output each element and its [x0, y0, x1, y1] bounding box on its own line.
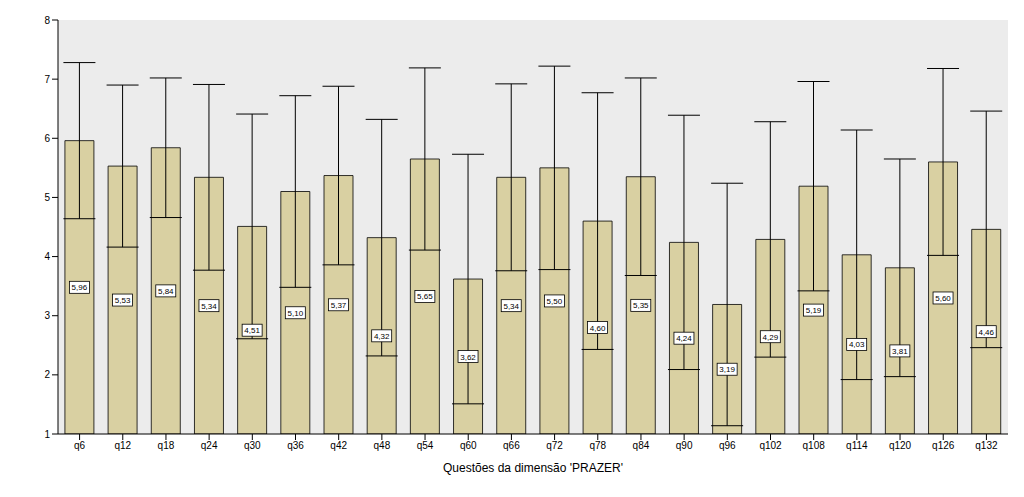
- svg-text:q42: q42: [330, 440, 347, 451]
- svg-text:5,37: 5,37: [331, 301, 347, 310]
- svg-text:4,32: 4,32: [374, 332, 390, 341]
- svg-text:5,19: 5,19: [806, 306, 822, 315]
- svg-text:4,60: 4,60: [590, 324, 606, 333]
- svg-text:5,96: 5,96: [72, 283, 88, 292]
- svg-text:q54: q54: [417, 440, 434, 451]
- svg-text:5,50: 5,50: [547, 297, 563, 306]
- svg-text:5,34: 5,34: [201, 302, 217, 311]
- svg-text:q132: q132: [975, 440, 998, 451]
- svg-text:q60: q60: [460, 440, 477, 451]
- svg-text:4,51: 4,51: [244, 326, 260, 335]
- svg-text:q66: q66: [503, 440, 520, 451]
- svg-text:3,62: 3,62: [460, 353, 476, 362]
- svg-text:q114: q114: [846, 440, 868, 451]
- svg-text:q36: q36: [287, 440, 304, 451]
- svg-text:q6: q6: [74, 440, 86, 451]
- svg-text:q18: q18: [158, 440, 175, 451]
- svg-text:5,34: 5,34: [503, 302, 519, 311]
- svg-text:4,24: 4,24: [676, 334, 692, 343]
- svg-text:8: 8: [44, 15, 50, 26]
- svg-text:4: 4: [44, 251, 50, 262]
- svg-text:5,53: 5,53: [115, 296, 131, 305]
- svg-text:q48: q48: [374, 440, 391, 451]
- svg-text:q12: q12: [114, 440, 131, 451]
- svg-text:2: 2: [44, 369, 50, 380]
- svg-text:6: 6: [44, 133, 50, 144]
- svg-text:q120: q120: [889, 440, 912, 451]
- svg-text:3,81: 3,81: [892, 347, 908, 356]
- svg-text:3: 3: [44, 310, 50, 321]
- svg-text:Questões da dimensão 'PRAZER': Questões da dimensão 'PRAZER': [443, 461, 623, 475]
- svg-text:5,60: 5,60: [935, 294, 951, 303]
- svg-text:5: 5: [44, 192, 50, 203]
- svg-text:5,35: 5,35: [633, 301, 649, 310]
- svg-text:q108: q108: [803, 440, 826, 451]
- svg-text:q90: q90: [676, 440, 693, 451]
- svg-text:5,65: 5,65: [417, 292, 433, 301]
- svg-text:q126: q126: [932, 440, 955, 451]
- svg-text:3,19: 3,19: [719, 365, 735, 374]
- svg-text:5,84: 5,84: [158, 287, 174, 296]
- svg-text:q72: q72: [546, 440, 563, 451]
- svg-text:q96: q96: [719, 440, 736, 451]
- svg-text:q30: q30: [244, 440, 261, 451]
- svg-text:7: 7: [44, 74, 50, 85]
- svg-text:q102: q102: [759, 440, 782, 451]
- svg-text:4,29: 4,29: [763, 333, 779, 342]
- svg-text:4,46: 4,46: [978, 328, 994, 337]
- svg-text:5,10: 5,10: [288, 309, 304, 318]
- svg-text:q78: q78: [589, 440, 606, 451]
- svg-text:1: 1: [44, 429, 50, 440]
- svg-text:q84: q84: [633, 440, 650, 451]
- svg-text:q24: q24: [201, 440, 218, 451]
- svg-text:4,03: 4,03: [849, 340, 865, 349]
